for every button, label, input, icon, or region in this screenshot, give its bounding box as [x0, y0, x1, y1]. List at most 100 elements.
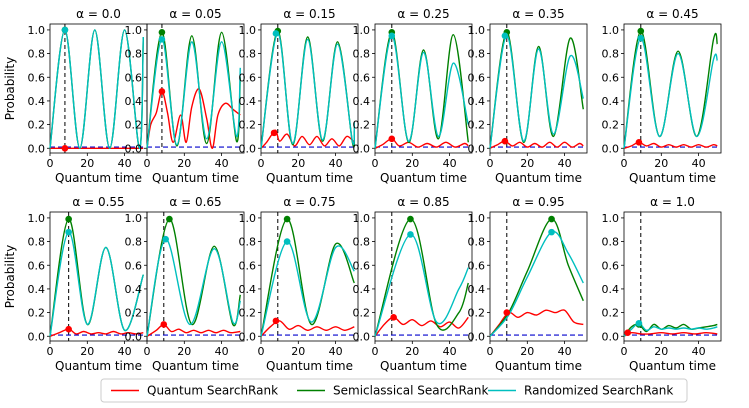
- panel-5-ytick-label: 0.6: [468, 71, 486, 84]
- panel-2-ytick-label: 0.2: [125, 119, 143, 132]
- panel-1-randomized-line: [49, 29, 144, 150]
- panel-12-ytick-label: 0.2: [602, 307, 620, 320]
- panel-2-xtick-label: 40: [215, 157, 229, 170]
- panel-12-frame: [623, 211, 722, 342]
- panel-11-xtick-label: 20: [520, 345, 534, 358]
- panel-5-ytick-label: 0.4: [468, 95, 486, 108]
- panel-10-randomized-line: [374, 233, 469, 337]
- panel-7-xlabel: Quantum time: [55, 359, 142, 373]
- panel-10-ytick-label: 0.8: [353, 236, 371, 249]
- panel-9-randomized-line: [260, 240, 355, 337]
- panel-11-title: α = 0.95: [512, 195, 564, 209]
- panel-6-randomized-marker: [637, 34, 645, 42]
- panel-6-ytick-label: 0.2: [602, 119, 620, 132]
- panel-8-ytick-label: 0.2: [125, 307, 143, 320]
- panel-12-xtick-label: 20: [654, 345, 668, 358]
- panel-10-xtick-label: 40: [443, 345, 457, 358]
- panel-4-ytick-label: 0.4: [353, 95, 371, 108]
- panel-10-xlabel: Quantum time: [380, 359, 467, 373]
- panel-5-frame: [489, 23, 588, 154]
- panel-1-ytick-label: 0.2: [28, 119, 46, 132]
- panel-9-ytick-label: 0.8: [239, 236, 257, 249]
- panel-8-ytick-label: 0.6: [125, 259, 143, 272]
- panel-11-randomized-marker: [548, 228, 555, 236]
- panel-2-ytick-label: 0.8: [125, 48, 143, 61]
- panel-4-ytick-label: 0.8: [353, 48, 371, 61]
- panel-6-ytick-label: 0.0: [602, 142, 620, 155]
- legend: [100, 378, 688, 403]
- panel-7-xtick-label: 40: [118, 345, 132, 358]
- panel-2-ytick-label: 0.0: [125, 142, 143, 155]
- panel-2-quantum-line: [146, 88, 241, 150]
- panel-11-randomized-line: [489, 230, 584, 337]
- panel-10-ytick-label: 0.2: [353, 307, 371, 320]
- panel-8-ytick-label: 0.0: [125, 330, 143, 343]
- panel-9-ytick-label: 0.0: [239, 330, 257, 343]
- panel-4-xtick-label: 0: [372, 157, 379, 170]
- panel-9-ytick-label: 0.4: [239, 283, 257, 296]
- panel-10-ytick-label: 0.0: [353, 330, 371, 343]
- panel-2-frame: [146, 23, 245, 154]
- panel-4-xlabel: Quantum time: [380, 171, 467, 185]
- panel-5-title: α = 0.35: [512, 7, 564, 21]
- panel-10-ytick-label: 1.0: [353, 212, 371, 225]
- panel-3-xlabel: Quantum time: [266, 171, 353, 185]
- panel-8-frame: [146, 211, 245, 342]
- panel-6-semiclassical-line: [623, 30, 718, 149]
- panel-9-ytick-label: 0.6: [239, 259, 257, 272]
- panel-7-ytick-label: 0.8: [28, 236, 46, 249]
- panel-7-ytick-label: 1.0: [28, 212, 46, 225]
- panel-4-xtick-label: 20: [405, 157, 419, 170]
- panel-8-semiclassical-marker: [166, 215, 173, 223]
- panel-3-randomized-marker: [272, 30, 280, 37]
- panel-6-frame: [623, 23, 722, 154]
- panel-4-ytick-label: 0.0: [353, 142, 371, 155]
- panel-10-ytick-label: 0.4: [353, 283, 371, 296]
- panel-4-ytick-label: 0.6: [353, 71, 371, 84]
- panel-4-quantum-marker: [388, 135, 396, 143]
- panel-6-xlabel: Quantum time: [629, 171, 716, 185]
- panel-7-semiclassical-marker: [65, 215, 72, 223]
- panel-2-xtick-label: 20: [177, 157, 191, 170]
- panel-5-semiclassical-line: [489, 31, 584, 149]
- panel-1-title: α = 0.0: [76, 7, 121, 21]
- panel-9-title: α = 0.75: [283, 195, 335, 209]
- panel-4-frame: [374, 23, 473, 154]
- panel-10-quantum-marker: [390, 314, 397, 321]
- panel-12-xlabel: Quantum time: [629, 359, 716, 373]
- panel-7-ytick-label: 0.2: [28, 307, 46, 320]
- panel-6-xtick-label: 40: [692, 157, 706, 170]
- panel-11-ytick-label: 0.0: [468, 330, 486, 343]
- panel-5-ytick-label: 0.2: [468, 119, 486, 132]
- panel-12-ytick-label: 0.4: [602, 283, 620, 296]
- panel-8-xtick-label: 40: [215, 345, 229, 358]
- panel-9-xtick-label: 0: [258, 345, 265, 358]
- panel-10-frame: [374, 211, 473, 342]
- panel-9-semiclassical-marker: [283, 215, 291, 223]
- panel-12-ytick-label: 0.6: [602, 259, 620, 272]
- panel-1-quantum-marker: [61, 144, 69, 152]
- panel-8-xtick-label: 0: [144, 345, 151, 358]
- panel-3-ytick-label: 0.6: [239, 71, 257, 84]
- panel-5-xtick-label: 0: [487, 157, 494, 170]
- panel-6-ytick-label: 0.4: [602, 95, 620, 108]
- panel-10-ytick-label: 0.6: [353, 259, 371, 272]
- panel-2-ytick-label: 0.6: [125, 71, 143, 84]
- panel-11-ytick-label: 0.8: [468, 236, 486, 249]
- panel-8-randomized-line: [146, 238, 241, 337]
- panel-6-randomized-line: [623, 37, 718, 149]
- panel-8-ytick-label: 0.8: [125, 236, 143, 249]
- panel-12-xtick-label: 0: [621, 345, 628, 358]
- panel-2-xlabel: Quantum time: [152, 171, 239, 185]
- panel-11-frame: [489, 211, 588, 342]
- panel-8-title: α = 0.65: [169, 195, 221, 209]
- panel-3-ytick-label: 1.0: [239, 24, 257, 37]
- panel-5-ytick-label: 0.0: [468, 142, 486, 155]
- panel-9-randomized-marker: [283, 238, 291, 245]
- panel-9-quantum-marker: [272, 317, 280, 325]
- panel-2-ytick-label: 1.0: [125, 24, 143, 37]
- panel-5-ytick-label: 0.8: [468, 48, 486, 61]
- panel-5-xtick-label: 20: [520, 157, 534, 170]
- panel-9-xtick-label: 40: [329, 345, 343, 358]
